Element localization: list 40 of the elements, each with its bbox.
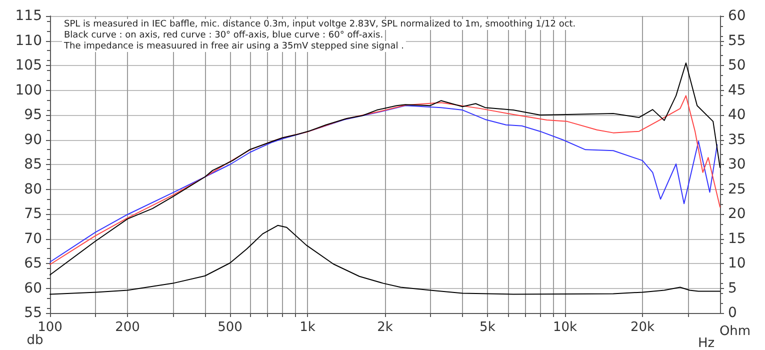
- y2-tick-label: 25: [728, 181, 746, 198]
- y2-tick-label: 0: [728, 305, 737, 321]
- x-axis-title: Hz: [698, 336, 715, 350]
- y2-tick-label: 10: [728, 256, 746, 272]
- y2-tick-label: 60: [728, 8, 746, 24]
- y2-tick-label: 40: [728, 107, 746, 123]
- y-tick-label: 115: [15, 8, 42, 24]
- y2-tick-label: 35: [728, 132, 746, 148]
- annotation: The impedance is measuured in free air using a 35mV stepped sine signal .: [63, 42, 404, 52]
- y-tick-label: 60: [24, 280, 42, 296]
- y2-tick-label: 15: [728, 230, 746, 247]
- annotation: SPL is measured in IEC baffle, mic. distance 0.3m, input voltge 2.83V, SPL normalized to 1m, smoothing 1/12 oct.: [64, 20, 576, 30]
- y-tick-label: 75: [24, 206, 42, 222]
- y-tick-label: 80: [24, 181, 42, 198]
- y-tick-label: 100: [15, 82, 42, 98]
- y-tick-label: 105: [15, 58, 42, 74]
- y-tick-label: 90: [24, 132, 42, 148]
- y2-tick-label: 5: [728, 280, 737, 296]
- y2-tick-label: 20: [728, 206, 746, 222]
- x-tick-label: 20k: [630, 320, 655, 335]
- y-axis-title: db: [26, 332, 44, 348]
- y2-tick-label: 55: [728, 32, 746, 49]
- y2-tick-label: 30: [728, 156, 746, 172]
- x-tick-label: 5k: [480, 320, 496, 335]
- y-tick-label: 85: [24, 156, 42, 172]
- annotation: Black curve : on axis, red curve : 30° off-axis, blue curve : 60° off-axis.: [64, 30, 384, 40]
- x-tick-label: 10k: [552, 320, 578, 335]
- y2-tick-label: 45: [728, 82, 746, 98]
- x-tick-label: 500: [218, 320, 242, 335]
- x-tick-label: 1k: [300, 320, 316, 335]
- x-tick-label: 200: [115, 320, 140, 335]
- x-tick-label: 100: [38, 320, 62, 335]
- y-tick-label: 110: [15, 32, 42, 49]
- y-tick-label: 70: [24, 230, 42, 247]
- y-tick-label: 95: [24, 107, 42, 123]
- x-tick-label: 2k: [377, 320, 394, 335]
- y-tick-label: 65: [24, 256, 42, 272]
- y2-axis-title: Ohm: [719, 324, 751, 339]
- y2-tick-label: 50: [728, 58, 746, 74]
- y-tick-label: 55: [24, 305, 42, 321]
